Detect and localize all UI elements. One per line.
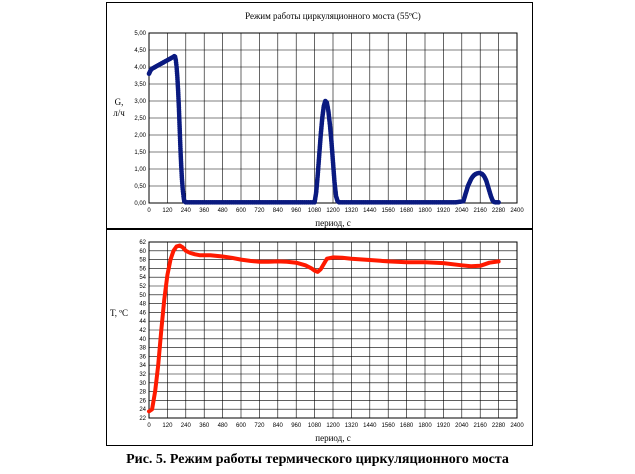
x-tick-label: 360 (199, 208, 210, 214)
x-tick-label: 1680 (400, 423, 414, 429)
x-tick-label: 2400 (510, 208, 524, 214)
x-tick-label: 960 (291, 208, 302, 214)
x-tick-label: 1800 (418, 208, 432, 214)
y-tick-label: 56 (139, 266, 146, 272)
temperature-series-line (147, 243, 501, 414)
y-tick-label: 3,50 (134, 82, 146, 88)
y-tick-label: 24 (139, 407, 146, 413)
y-tick-label: 46 (139, 310, 146, 316)
x-axis-label: период, с (315, 433, 350, 443)
y-axis-label: G, (115, 97, 124, 107)
x-tick-label: 240 (181, 208, 192, 214)
x-tick-label: 0 (147, 208, 151, 214)
y-tick-label: 2,50 (134, 116, 146, 122)
x-axis-label: период, с (315, 218, 350, 228)
x-tick-label: 1320 (345, 423, 359, 429)
chart-flow-svg: 0 120 240 360 480 600 720 840 960 1080 1200 1320 144… (113, 11, 524, 228)
chart-panel-temperature: 0 120 240 360 480 600 720 840 960 1080 1200 1320 144… (106, 229, 533, 446)
x-tick-label: 720 (254, 423, 265, 429)
x-tick-label: 360 (199, 423, 210, 429)
x-tick-label: 720 (254, 208, 265, 214)
x-tick-label: 2040 (455, 423, 469, 429)
y-axis-label: T, ºС (110, 308, 128, 318)
x-tick-label: 1200 (326, 208, 340, 214)
y-tick-label: 22 (139, 416, 146, 422)
y-tick-label: 4,50 (134, 48, 146, 54)
y-tick-label: 28 (139, 390, 146, 396)
y-tick-label: 4,00 (134, 65, 146, 71)
y-tick-label: 5,00 (134, 31, 146, 37)
x-tick-label: 600 (236, 423, 247, 429)
y-tick-label: 44 (139, 319, 146, 325)
figure-caption: Рис. 5. Режим работы термического циркул… (126, 452, 509, 467)
y-tick-label: 36 (139, 354, 146, 360)
chart-panel-flow: 0 120 240 360 480 600 720 840 960 1080 1200 1320 144… (106, 2, 533, 229)
x-tick-label: 1440 (363, 208, 377, 214)
x-tick-label: 960 (291, 423, 302, 429)
x-tick-label: 2280 (492, 423, 506, 429)
y-tick-label: 52 (139, 284, 146, 290)
x-tick-label: 600 (236, 208, 247, 214)
y-tick-label: 1,50 (134, 150, 146, 156)
x-tick-label: 120 (162, 208, 173, 214)
y-tick-label: 30 (139, 381, 146, 387)
x-tick-label: 1440 (363, 423, 377, 429)
x-tick-label: 1920 (437, 208, 451, 214)
y-tick-label: 40 (139, 337, 146, 343)
data-point (496, 200, 501, 205)
y-tick-label: 48 (139, 302, 146, 308)
x-tick-label: 2400 (510, 423, 524, 429)
x-tick-label: 480 (218, 208, 229, 214)
x-tick-label: 1320 (345, 208, 359, 214)
y-tick-label: 0,50 (134, 184, 146, 190)
y-tick-label: 3,00 (134, 99, 146, 105)
y-tick-label: 60 (139, 249, 146, 255)
y-tick-label: 34 (139, 363, 146, 369)
x-tick-label: 0 (147, 423, 151, 429)
y-tick-label: 32 (139, 372, 146, 378)
y-axis-label: л/ч (113, 108, 125, 118)
x-tick-label: 240 (181, 423, 192, 429)
x-tick-label: 1920 (437, 423, 451, 429)
x-tick-label: 2040 (455, 208, 469, 214)
y-tick-label: 50 (139, 293, 146, 299)
x-tick-label: 1200 (326, 423, 340, 429)
y-tick-label: 38 (139, 346, 146, 352)
x-tick-label: 2160 (474, 208, 488, 214)
x-tick-label: 1080 (308, 423, 322, 429)
x-tick-label: 840 (273, 423, 284, 429)
x-tick-label: 2160 (474, 423, 488, 429)
x-tick-label: 1560 (382, 208, 396, 214)
chart-temperature-svg: 0 120 240 360 480 600 720 840 960 1080 1200 1320 144… (110, 240, 524, 443)
y-tick-label: 54 (139, 275, 146, 281)
x-tick-label: 1680 (400, 208, 414, 214)
y-tick-label: 26 (139, 398, 146, 404)
chart-title: Режим работы циркуляционного моста (55ºС… (245, 11, 421, 21)
y-tick-label: 1,00 (134, 167, 146, 173)
x-tick-label: 2280 (492, 208, 506, 214)
x-tick-label: 480 (218, 423, 229, 429)
y-tick-label: 42 (139, 328, 146, 334)
x-tick-label: 1080 (308, 208, 322, 214)
y-tick-label: 62 (139, 240, 146, 246)
x-tick-label: 120 (162, 423, 173, 429)
y-tick-label: 58 (139, 258, 146, 264)
x-tick-label: 1800 (418, 423, 432, 429)
y-tick-label: 0,00 (134, 201, 146, 207)
y-tick-label: 2,00 (134, 133, 146, 139)
x-tick-label: 840 (273, 208, 284, 214)
x-tick-label: 1560 (382, 423, 396, 429)
